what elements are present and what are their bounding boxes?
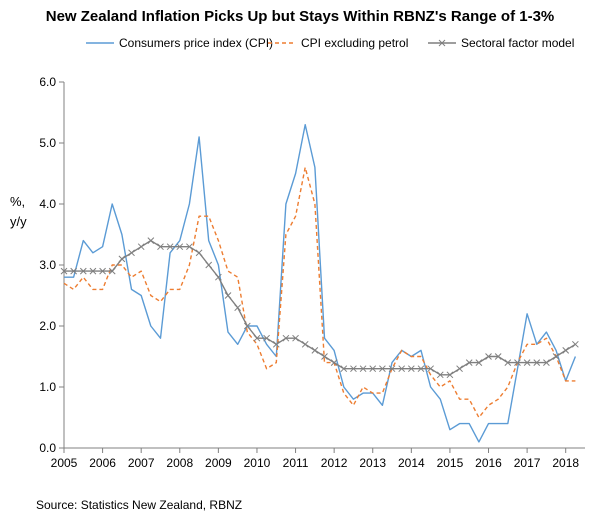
series-marker (166, 243, 174, 251)
series-marker (417, 365, 425, 373)
series-marker (446, 371, 454, 379)
x-tick-label: 2015 (437, 456, 464, 470)
series-marker (263, 334, 270, 342)
series-marker (330, 359, 338, 366)
y-axis-label-line1: %, (10, 194, 25, 209)
legend-item-1: Consumers price index (CPI) (86, 36, 273, 50)
series-marker (407, 365, 415, 373)
y-tick-label: 0.0 (39, 441, 56, 455)
series-marker (186, 243, 193, 251)
legend-label: CPI excluding petrol (301, 36, 408, 50)
series-marker (321, 353, 328, 360)
series-marker (523, 359, 531, 366)
series-marker (99, 267, 106, 275)
series-marker (243, 322, 251, 330)
series-marker (224, 292, 232, 299)
series-marker (301, 340, 309, 348)
series-marker (475, 359, 483, 366)
x-tick-label: 2005 (51, 456, 78, 470)
chart-title: New Zealand Inflation Picks Up but Stays… (46, 8, 555, 25)
x-tick-label: 2007 (128, 456, 155, 470)
series-marker (205, 261, 213, 269)
y-tick-label: 2.0 (39, 319, 56, 333)
series-marker (514, 359, 521, 366)
x-tick-label: 2013 (359, 456, 386, 470)
series-marker (311, 347, 319, 354)
axes: 0.0 1.0 2.0 3.0 4.0 5.0 6.0 2005 2006 2007 2008 200… (39, 75, 585, 470)
x-tick-label: 2010 (244, 456, 271, 470)
legend: Consumers price index (CPI) CPI excluding… (86, 36, 574, 50)
series-marker (359, 365, 367, 373)
series-lines (60, 124, 579, 443)
series-marker (79, 267, 87, 275)
series-marker (427, 365, 434, 373)
y-axis-label-line2: y/y (10, 214, 27, 229)
series-marker (379, 365, 386, 373)
x-tick-label: 2012 (321, 456, 348, 470)
series-line-2 (63, 166, 576, 419)
legend-item-3: Sectoral factor model (428, 36, 574, 50)
series-marker (350, 365, 357, 373)
series-marker (398, 365, 406, 373)
series-marker (215, 273, 222, 281)
y-tick-label: 3.0 (39, 258, 56, 272)
series-marker (533, 359, 541, 366)
y-tick-label: 6.0 (39, 75, 56, 89)
series-marker (272, 340, 280, 348)
series-marker (108, 267, 116, 275)
x-tick-label: 2017 (514, 456, 541, 470)
series-line-1 (64, 124, 577, 443)
source-note: Source: Statistics New Zealand, RBNZ (36, 498, 242, 512)
series-marker (253, 334, 261, 342)
series-marker (571, 340, 579, 348)
series-marker (234, 304, 242, 312)
series-marker (137, 243, 145, 251)
series-marker (282, 334, 290, 342)
x-tick-label: 2016 (475, 456, 502, 470)
series-marker (60, 267, 68, 275)
y-tick-label: 4.0 (39, 197, 56, 211)
series-marker (388, 365, 396, 373)
x-tick-label: 2014 (398, 456, 425, 470)
series-marker (504, 359, 512, 366)
y-tick-label: 1.0 (39, 380, 56, 394)
x-tick-label: 2006 (89, 456, 116, 470)
y-tick-label: 5.0 (39, 136, 56, 150)
series-marker (195, 249, 203, 257)
legend-label: Consumers price index (CPI) (119, 36, 273, 50)
series-marker (562, 347, 570, 354)
series-marker (436, 371, 444, 379)
series-marker (552, 353, 560, 360)
series-marker (485, 353, 492, 360)
series-marker (340, 365, 348, 373)
series-marker (118, 255, 126, 263)
legend-item-2: CPI excluding petrol (268, 36, 408, 50)
x-tick-label: 2018 (552, 456, 579, 470)
legend-label: Sectoral factor model (461, 36, 574, 50)
x-tick-label: 2008 (166, 456, 193, 470)
series-marker (494, 353, 502, 360)
x-tick-label: 2011 (283, 456, 309, 470)
series-marker (465, 359, 473, 366)
series-marker (176, 243, 184, 251)
x-tick-label: 2009 (205, 456, 232, 470)
series-marker (157, 243, 164, 251)
series-marker (128, 249, 135, 257)
series-marker (456, 365, 463, 373)
series-marker (89, 267, 97, 275)
series-marker (147, 237, 155, 244)
series-marker (70, 267, 78, 275)
series-marker (292, 334, 299, 342)
series-marker (369, 365, 377, 373)
series-marker (543, 359, 550, 366)
